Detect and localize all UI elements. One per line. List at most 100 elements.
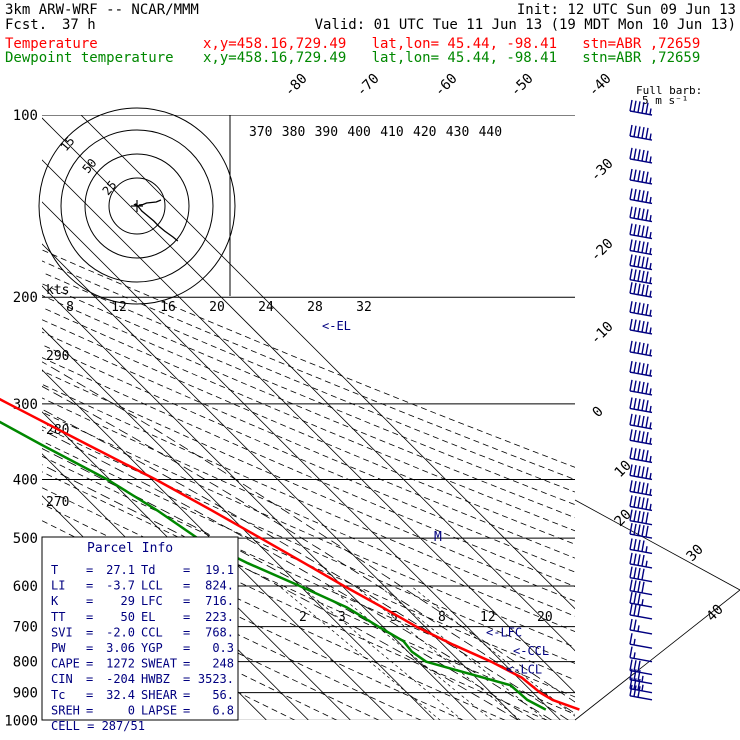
wind-barb bbox=[629, 282, 653, 298]
parcel-left-label: Tc bbox=[51, 688, 65, 702]
parcel-right-label: SWEAT bbox=[141, 657, 177, 671]
dewpoint-line bbox=[0, 420, 547, 711]
wind-barb bbox=[629, 99, 653, 116]
parcel-eq: = bbox=[86, 579, 93, 593]
barb-flag bbox=[629, 318, 633, 331]
barb-staff bbox=[629, 548, 653, 555]
parcel-eq: = bbox=[183, 703, 190, 717]
dry-adiabat bbox=[42, 295, 575, 519]
barb-flag bbox=[633, 510, 637, 522]
barb-flag bbox=[637, 660, 641, 673]
wind-barb bbox=[629, 579, 653, 596]
hodograph-ring-label: 25 bbox=[100, 178, 120, 198]
barb-half-flag bbox=[649, 309, 652, 316]
boundary-line bbox=[574, 589, 740, 721]
barb-flag bbox=[645, 209, 649, 221]
barb-flag bbox=[645, 498, 649, 510]
parcel-left-label: SVI bbox=[51, 625, 73, 639]
barb-flag bbox=[645, 467, 649, 479]
barb-flag bbox=[629, 124, 633, 137]
dry-adiabat bbox=[42, 383, 575, 617]
parcel-right-value: 824. bbox=[205, 579, 234, 593]
pressure-label-900: 900 bbox=[13, 686, 38, 702]
barb-flag bbox=[629, 239, 633, 251]
barb-flag bbox=[629, 633, 633, 645]
barb-flag bbox=[641, 540, 645, 552]
parcel-eq: = bbox=[86, 657, 93, 671]
wind-barb bbox=[629, 429, 653, 446]
isotherm-line bbox=[80, 115, 575, 610]
boundary-line bbox=[574, 499, 740, 591]
level-marker: <-LCL bbox=[506, 662, 542, 676]
barb-flag bbox=[633, 301, 637, 314]
parcel-eq: = bbox=[183, 625, 190, 639]
barb-flag bbox=[641, 381, 645, 394]
barb-flag bbox=[633, 361, 637, 373]
barb-flag bbox=[641, 482, 645, 494]
barb-flag bbox=[637, 605, 641, 617]
parcel-left-value: 3.06 bbox=[106, 641, 135, 655]
barb-flag bbox=[637, 362, 641, 374]
mixing-ratio-label: 5 bbox=[390, 610, 398, 625]
parcel-eq: = bbox=[183, 563, 190, 577]
parcel-eq: = bbox=[86, 672, 93, 686]
barb-flag bbox=[633, 414, 637, 426]
barb-staff bbox=[629, 474, 653, 481]
pressure-label-800: 800 bbox=[13, 655, 38, 671]
parcel-right-value: 248 bbox=[212, 657, 234, 671]
barb-flag bbox=[633, 567, 637, 579]
barb-flag bbox=[629, 282, 633, 294]
barb-half-flag bbox=[649, 214, 652, 222]
theta-e-label: 390 bbox=[315, 125, 338, 140]
parcel-box bbox=[41, 536, 239, 721]
parcel-left-value: -204 bbox=[106, 672, 135, 686]
barb-flag bbox=[633, 669, 637, 681]
theta-e-label: 410 bbox=[380, 125, 403, 140]
barb-staff bbox=[629, 629, 653, 635]
wind-barb bbox=[629, 591, 653, 608]
parcel-right-value: 56. bbox=[212, 688, 234, 702]
barb-flag bbox=[637, 101, 641, 113]
barb-flag bbox=[629, 206, 633, 218]
dry-adiabat bbox=[42, 370, 575, 602]
barb-flag bbox=[633, 685, 637, 697]
barb-flag bbox=[645, 432, 649, 444]
wind-barb bbox=[629, 223, 653, 240]
barb-flag bbox=[645, 525, 649, 538]
barb-flag bbox=[633, 189, 637, 201]
wind-barb bbox=[629, 239, 653, 256]
barb-flag bbox=[633, 448, 637, 460]
barb-flag bbox=[641, 320, 645, 333]
dry-adiabat bbox=[42, 503, 506, 720]
barb-flag bbox=[629, 188, 633, 200]
hodograph-ring bbox=[84, 153, 190, 259]
speed-label: 28 bbox=[307, 300, 323, 315]
wind-barb bbox=[629, 552, 653, 569]
barb-flag bbox=[645, 400, 649, 412]
barb-staff bbox=[629, 656, 653, 663]
parcel-left-label: TT bbox=[51, 610, 65, 624]
wind-barb bbox=[629, 124, 653, 141]
barb-flag bbox=[633, 319, 637, 331]
isotherm-label: -10 bbox=[588, 319, 617, 348]
barb-flag bbox=[629, 566, 633, 578]
barb-flag bbox=[633, 125, 637, 137]
parcel-eq: = bbox=[183, 688, 190, 702]
theta-e-label: 440 bbox=[479, 125, 502, 140]
barb-half-flag bbox=[633, 652, 636, 659]
mixing-ratio-label: 3 bbox=[338, 610, 346, 625]
wind-barb bbox=[629, 603, 653, 620]
parcel-left-value: 1272 bbox=[106, 657, 135, 671]
wind-barb bbox=[629, 254, 653, 271]
dry-adiabat bbox=[42, 260, 575, 481]
barb-staff bbox=[629, 311, 653, 317]
theta-label: 290 bbox=[46, 349, 69, 364]
barb-half-flag bbox=[649, 422, 652, 429]
parcel-right-label: Td bbox=[141, 563, 155, 577]
barb-flag bbox=[629, 659, 633, 671]
barb-flag bbox=[637, 496, 641, 508]
isotherm-line bbox=[42, 411, 351, 720]
barb-flag bbox=[629, 254, 633, 266]
barb-flag bbox=[645, 271, 649, 283]
